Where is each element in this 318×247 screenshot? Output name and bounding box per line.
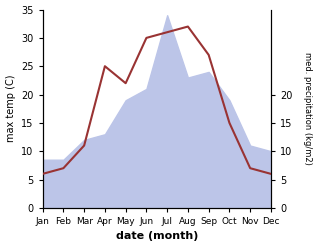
X-axis label: date (month): date (month): [116, 231, 198, 242]
Y-axis label: max temp (C): max temp (C): [5, 75, 16, 143]
Y-axis label: med. precipitation (kg/m2): med. precipitation (kg/m2): [303, 52, 313, 165]
